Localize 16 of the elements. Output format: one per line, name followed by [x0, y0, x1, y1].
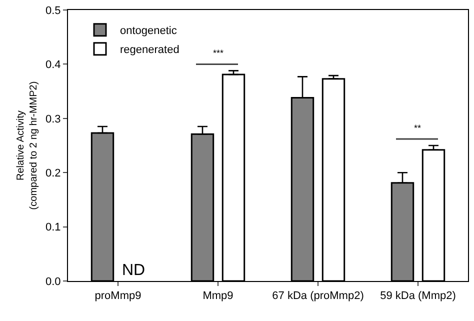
y-axis-title: Relative Activity (compared to 2 ng hr-MMP2) [16, 81, 40, 210]
legend-label: ontogenetic [120, 25, 178, 38]
y-tick-label: 0.2 [46, 167, 61, 180]
annotation: ** [414, 123, 422, 133]
y-tick-label: 0.5 [46, 4, 61, 17]
x-tick-label: 67 kDa (proMmp2) [272, 290, 364, 302]
annotation: *** [213, 48, 224, 58]
legend-label: regenerated [120, 44, 180, 56]
y-tick-label: 0.4 [46, 59, 61, 72]
y-tick-label: 0.1 [46, 222, 61, 234]
y-tick-label: 0.3 [46, 113, 61, 126]
y-tick-label: 0.0 [46, 276, 61, 288]
annotation: ND [122, 262, 146, 279]
x-tick-label: proMmp9 [94, 290, 142, 302]
x-tick-label: 59 kDa (Mmp2) [380, 290, 456, 302]
x-tick-label: Mmp9 [202, 290, 234, 302]
